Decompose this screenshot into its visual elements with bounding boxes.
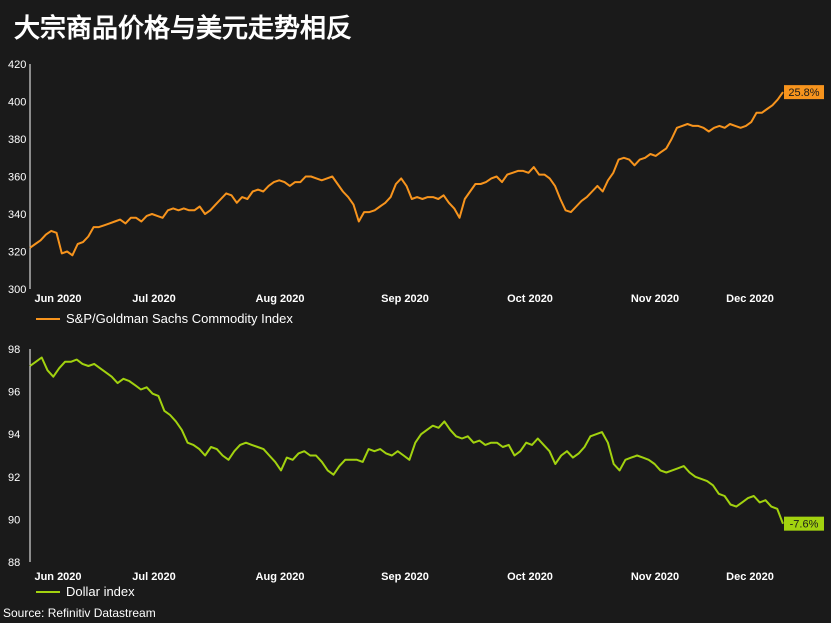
commodity-y-tick-label: 360	[8, 172, 26, 184]
dollar-end-label-box	[784, 516, 824, 531]
commodity-legend-label: S&P/Goldman Sachs Commodity Index	[66, 311, 293, 326]
dollar-y-tick-label: 98	[8, 344, 20, 356]
commodity-x-tick-label: Oct 2020	[507, 293, 553, 305]
commodity-end-label-box	[784, 85, 824, 100]
commodity-x-tick-label: Nov 2020	[631, 293, 679, 305]
commodity-x-tick-label: Sep 2020	[381, 293, 429, 305]
commodity-chart: 300 320 340 360 380 400 420 Jun 2020 Jul 2020 Aug…	[8, 59, 824, 326]
commodity-y-tick-label: 420	[8, 59, 26, 71]
commodity-x-tick-label: Aug 2020	[256, 293, 305, 305]
commodity-x-tick-label: Jul 2020	[132, 293, 175, 305]
dollar-legend-label: Dollar index	[66, 584, 135, 599]
dollar-x-tick-label: Jun 2020	[34, 571, 81, 583]
dollar-y-tick-label: 88	[8, 557, 20, 569]
dollar-series-line	[29, 356, 784, 525]
dollar-x-tick-label: Oct 2020	[507, 571, 553, 583]
dollar-y-tick-label: 94	[8, 429, 20, 441]
commodity-x-tick-label: Jun 2020	[34, 293, 81, 305]
dollar-y-tick-label: 92	[8, 472, 20, 484]
dollar-x-tick-label: Jul 2020	[132, 571, 175, 583]
commodity-y-tick-label: 320	[8, 247, 26, 259]
dollar-x-tick-label: Dec 2020	[726, 571, 774, 583]
commodity-series-line	[29, 91, 784, 257]
dollar-y-tick-label: 96	[8, 387, 20, 399]
source-note: Source: Refinitiv Datastream	[3, 606, 156, 620]
dollar-chart: 88 90 92 94 96 98 Jun 2020 Jul 2020 Aug 2020 Sep …	[8, 344, 824, 599]
commodity-y-tick-label: 340	[8, 209, 26, 221]
commodity-y-tick-label: 300	[8, 284, 26, 296]
dollar-end-label: -7.6%	[790, 519, 819, 531]
dollar-x-tick-label: Sep 2020	[381, 571, 429, 583]
commodity-end-label: 25.8%	[788, 87, 819, 99]
commodity-x-tick-label: Dec 2020	[726, 293, 774, 305]
commodity-y-tick-label: 380	[8, 134, 26, 146]
commodity-y-tick-label: 400	[8, 97, 26, 109]
dollar-y-tick-label: 90	[8, 514, 20, 526]
dollar-x-tick-label: Nov 2020	[631, 571, 679, 583]
chart-title: 大宗商品价格与美元走势相反	[14, 14, 353, 44]
dollar-x-tick-label: Aug 2020	[256, 571, 305, 583]
